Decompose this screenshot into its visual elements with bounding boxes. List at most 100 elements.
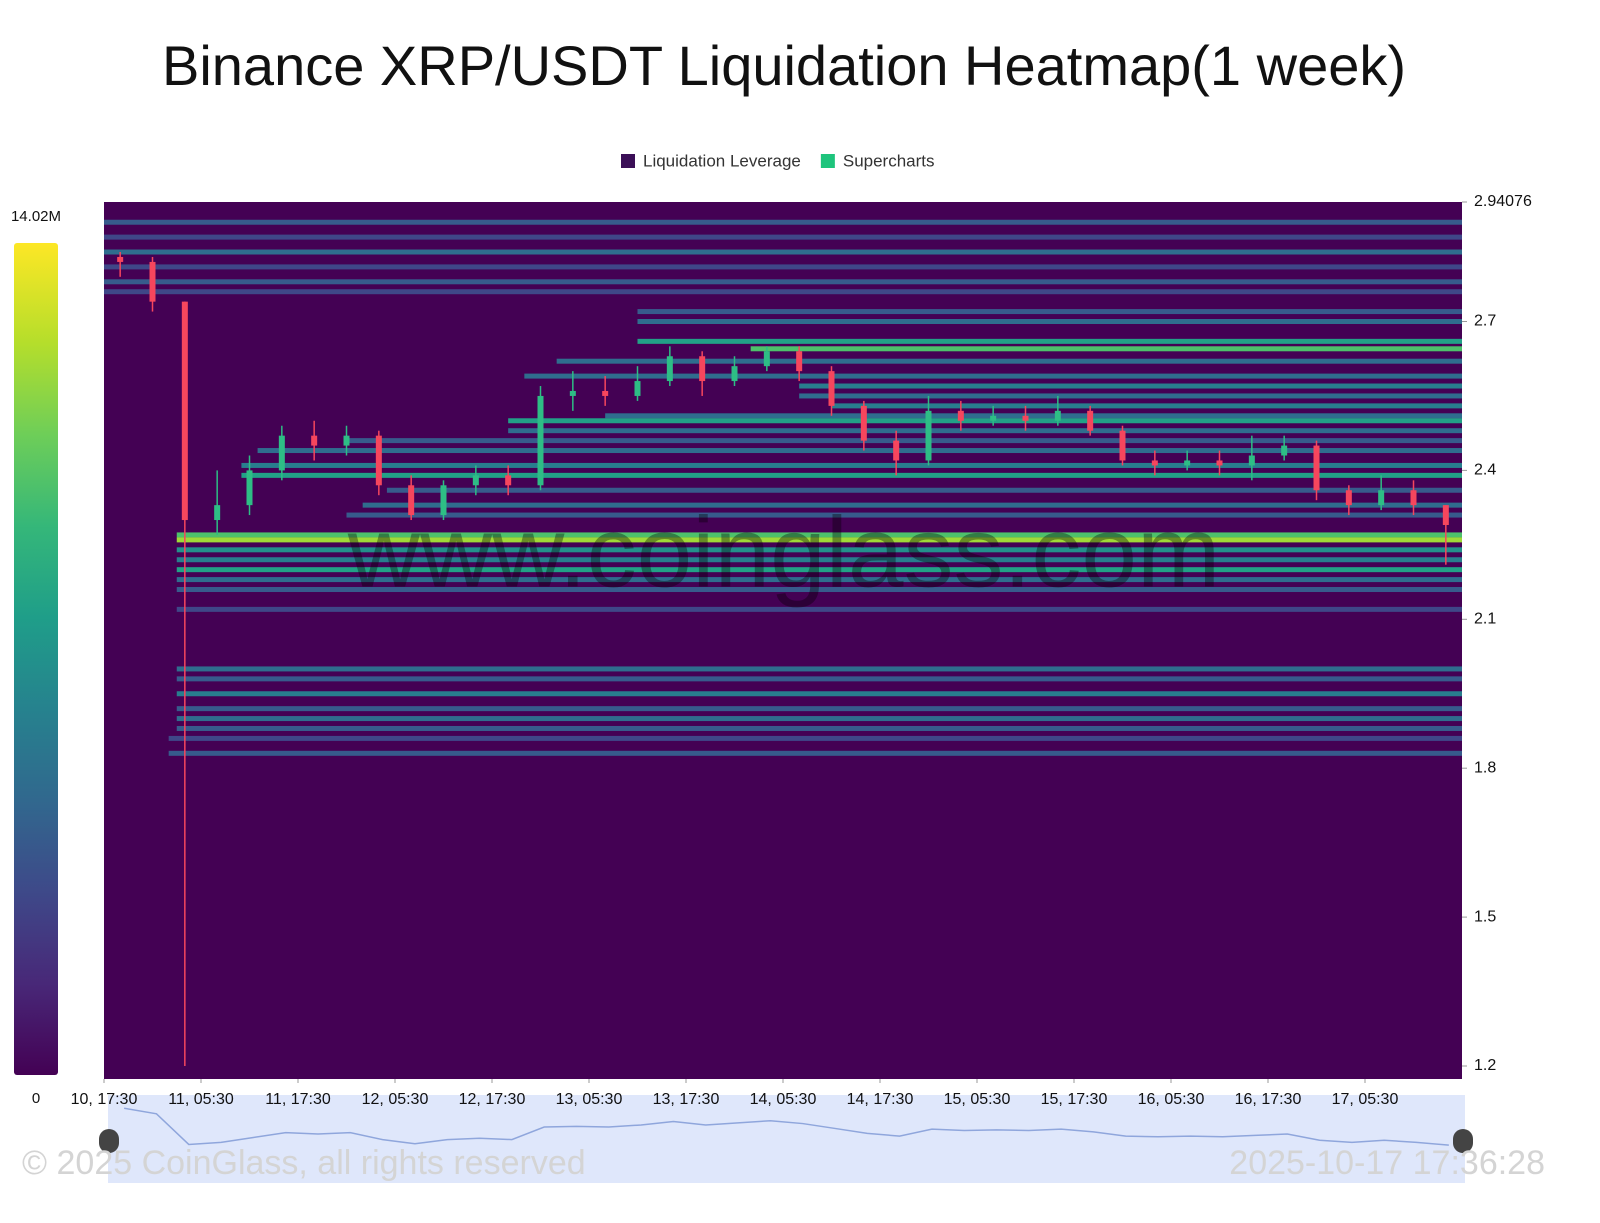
candle-body: [1313, 445, 1320, 491]
candle-body: [505, 475, 512, 486]
legend-label: Supercharts: [843, 151, 935, 170]
candle-body: [1442, 505, 1449, 525]
heat-band: [176, 567, 1462, 573]
x-tick-label: 12, 05:30: [362, 1091, 429, 1108]
heat-band: [104, 234, 1462, 240]
x-tick-label: 14, 17:30: [847, 1091, 914, 1108]
candle-body: [278, 435, 285, 471]
legend-label: Liquidation Leverage: [643, 151, 801, 170]
heat-band: [508, 418, 1462, 424]
candle-body: [1184, 460, 1191, 466]
y-tick-label: 1.5: [1474, 908, 1496, 925]
heat-band: [168, 750, 1462, 756]
candle-body: [990, 415, 997, 421]
heat-band: [176, 725, 1462, 731]
heat-band: [799, 383, 1462, 389]
heat-band: [637, 309, 1462, 315]
heat-band: [241, 462, 1462, 468]
timestamp: 2025-10-17 17:36:28: [1229, 1144, 1545, 1182]
candle-body: [1054, 410, 1061, 421]
candle-body: [666, 356, 673, 382]
x-tick-label: 13, 05:30: [556, 1091, 623, 1108]
candle-body: [440, 485, 447, 516]
heat-band: [176, 666, 1462, 672]
candle-body: [731, 366, 738, 382]
heat-band: [831, 403, 1462, 409]
heat-band: [362, 502, 1462, 508]
candle-body: [408, 485, 415, 516]
heat-band: [104, 264, 1462, 270]
candle-body: [796, 351, 803, 372]
candle-body: [1216, 460, 1223, 466]
heat-band: [637, 338, 1462, 344]
heat-band: [176, 557, 1462, 563]
x-tick-label: 17, 05:30: [1332, 1091, 1399, 1108]
colorbar-label: 0: [32, 1090, 40, 1107]
colorbar-label: 14.02M: [11, 208, 61, 225]
candle-body: [828, 371, 835, 406]
candle-body: [181, 301, 188, 521]
heat-band: [556, 358, 1462, 364]
heatmap-background: [104, 202, 1462, 1079]
heat-band: [168, 735, 1462, 741]
y-tick-label: 2.4: [1474, 462, 1496, 479]
heat-band: [176, 577, 1462, 583]
x-tick-label: 14, 05:30: [750, 1091, 817, 1108]
navigator: [108, 1095, 1465, 1183]
candle-body: [1087, 410, 1094, 431]
candle-body: [957, 410, 964, 421]
x-tick-label: 16, 17:30: [1235, 1091, 1302, 1108]
candle-body: [569, 390, 576, 396]
y-tick-label: 2.7: [1474, 313, 1496, 330]
heat-band: [524, 373, 1462, 379]
candle-body: [602, 390, 609, 396]
chart-title: Binance XRP/USDT Liquidation Heatmap(1 w…: [162, 34, 1406, 97]
candle-body: [375, 435, 382, 486]
candle-body: [925, 410, 932, 461]
heat-band: [176, 587, 1462, 593]
candle-body: [246, 470, 253, 506]
candle-body: [537, 395, 544, 486]
x-tick-label: 12, 17:30: [459, 1091, 526, 1108]
colorbar: [14, 243, 58, 1075]
x-tick-label: 10, 17:30: [71, 1091, 138, 1108]
x-tick-label: 11, 05:30: [168, 1091, 234, 1108]
heat-band: [104, 219, 1462, 225]
x-tick-label: 15, 05:30: [944, 1091, 1011, 1108]
heat-band: [104, 279, 1462, 285]
heat-band: [750, 346, 1462, 352]
candle-body: [763, 351, 770, 367]
heat-band: [508, 428, 1462, 434]
heat-band: [176, 706, 1462, 712]
heat-band: [346, 512, 1462, 518]
y-tick-label: 2.1: [1474, 611, 1496, 628]
candle-body: [1022, 415, 1029, 421]
heat-band: [104, 249, 1462, 255]
heat-band: [386, 487, 1462, 493]
heat-band: [176, 676, 1462, 682]
heat-band: [799, 393, 1462, 399]
candle-body: [860, 405, 867, 441]
heat-band: [176, 537, 1462, 543]
candle-body: [634, 381, 641, 396]
x-tick-label: 16, 05:30: [1138, 1091, 1205, 1108]
heat-band: [637, 318, 1462, 324]
heat-band: [346, 438, 1462, 444]
candle-body: [1281, 445, 1288, 456]
candle-body: [1119, 430, 1126, 461]
candle-body: [311, 435, 318, 446]
candle-body: [343, 435, 350, 446]
legend-swatch: [820, 154, 835, 168]
navigator-line: [124, 1107, 1449, 1146]
y-tick-label: 2.94076: [1474, 193, 1532, 210]
heat-band: [241, 472, 1462, 478]
heat-band: [176, 716, 1462, 722]
heat-band: [605, 413, 1462, 419]
candle-body: [1378, 490, 1385, 506]
x-tick-label: 13, 17:30: [653, 1091, 720, 1108]
copyright: © 2025 CoinGlass, all rights reserved: [22, 1144, 586, 1182]
candle-body: [1410, 490, 1417, 506]
candle-body: [117, 256, 124, 262]
heat-band: [176, 532, 1462, 538]
